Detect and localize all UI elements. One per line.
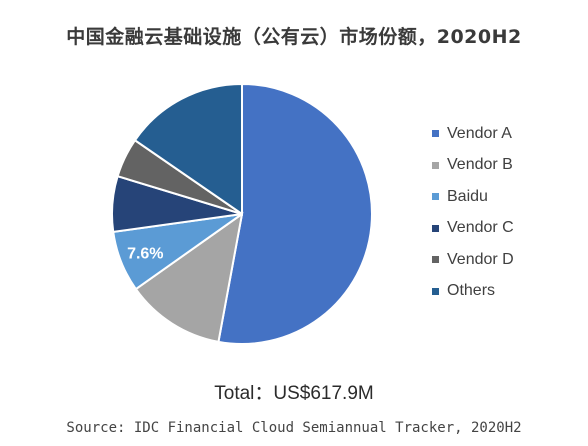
legend-item-baidu: Baidu: [432, 181, 514, 213]
legend-label: Baidu: [447, 187, 488, 205]
legend-label: Vendor D: [447, 250, 514, 268]
legend-item-vendor-c: Vendor C: [432, 213, 514, 245]
legend-label: Others: [447, 282, 496, 300]
legend-swatch: [432, 193, 439, 201]
legend-swatch: [432, 224, 439, 232]
legend-label: Vendor B: [447, 156, 513, 174]
legend-swatch: [432, 130, 439, 138]
total-label: Total：US$617.9M: [214, 383, 374, 404]
legend-item-others: Others: [432, 276, 514, 308]
data-label-baidu: 7.6%: [127, 245, 163, 262]
legend-item-vendor-d: Vendor D: [432, 244, 514, 276]
legend-swatch: [432, 256, 439, 264]
chart-legend: Vendor A Vendor B Baidu Vendor C Vendor D Oth…: [432, 118, 514, 307]
legend-swatch: [432, 161, 439, 169]
pie-slice-vendor-a: [217, 82, 373, 345]
legend-label: Vendor A: [447, 124, 512, 142]
pie-slice-vendor-b: [134, 211, 244, 344]
chart-title: 中国金融云基础设施（公有云）市场份额，2020H2: [66, 26, 522, 48]
legend-swatch: [432, 287, 439, 295]
pie-slice-others: [133, 82, 243, 216]
legend-item-vendor-a: Vendor A: [432, 118, 514, 150]
source-note: Source: IDC Financial Cloud Semiannual T…: [66, 420, 522, 436]
legend-label: Vendor C: [447, 219, 514, 237]
legend-item-vendor-b: Vendor B: [432, 150, 514, 182]
